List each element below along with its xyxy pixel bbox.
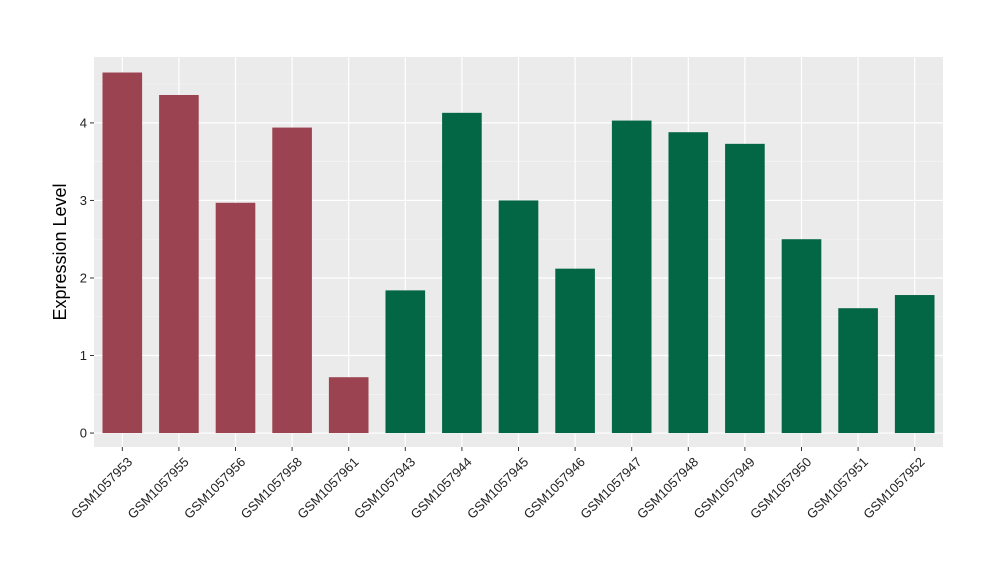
bar-GSM1057956	[215, 202, 256, 434]
y-tick-label: 2	[80, 270, 87, 285]
bar-GSM1057955	[159, 94, 199, 434]
bar-GSM1057952	[894, 295, 935, 434]
bar-GSM1057953	[102, 72, 143, 434]
y-tick-label: 4	[80, 115, 87, 130]
bar-GSM1057947	[611, 120, 652, 434]
bar-GSM1057958	[272, 127, 312, 434]
bar-GSM1057948	[668, 132, 709, 434]
bar-GSM1057945	[498, 200, 539, 434]
y-tick-label: 3	[80, 193, 87, 208]
bar-GSM1057951	[838, 308, 878, 434]
bar-GSM1057946	[555, 268, 595, 434]
y-axis: 0 1 2 3 4	[80, 115, 94, 441]
bar-GSM1057950	[781, 239, 822, 434]
x-axis: GSM1057953GSM1057955GSM1057956GSM1057958…	[68, 447, 928, 522]
bar-GSM1057949	[725, 143, 765, 434]
y-tick-label: 0	[80, 426, 87, 441]
bar-GSM1057944	[442, 112, 482, 434]
y-axis-title: Expression Level	[50, 183, 70, 320]
bars	[102, 72, 935, 434]
bar-GSM1057961	[328, 377, 369, 434]
y-tick-label: 1	[80, 348, 87, 363]
bar-GSM1057943	[385, 290, 426, 434]
